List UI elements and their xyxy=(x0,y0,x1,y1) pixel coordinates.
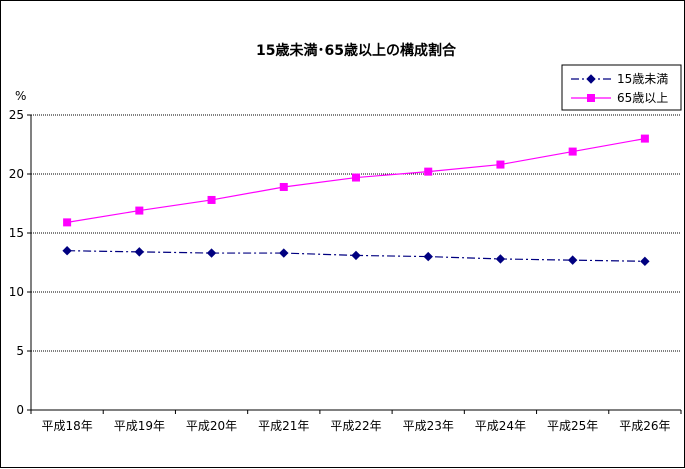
data-point-s1-5 xyxy=(424,167,433,176)
y-tick-label-10: 10 xyxy=(9,285,24,299)
x-tick-label-0: 平成18年 xyxy=(41,419,92,433)
x-tick-label-6: 平成24年 xyxy=(475,419,526,433)
y-tick-label-0: 0 xyxy=(16,403,24,417)
data-point-s1-2 xyxy=(207,195,216,204)
x-tick-label-2: 平成20年 xyxy=(186,419,237,433)
chart-title: 15歳未満･65歳以上の構成割合 xyxy=(256,42,457,59)
data-point-s1-8 xyxy=(640,134,649,143)
y-tick-label-20: 20 xyxy=(9,167,24,181)
data-point-s1-0 xyxy=(63,218,72,227)
legend-label-1: 65歳以上 xyxy=(617,91,668,105)
axes xyxy=(27,114,682,414)
x-tick-label-5: 平成23年 xyxy=(403,419,454,433)
data-point-s0-1 xyxy=(134,247,145,257)
legend-box xyxy=(561,64,682,111)
legend-marker-1 xyxy=(587,94,595,102)
data-point-s1-4 xyxy=(352,173,360,182)
x-tick-label-3: 平成21年 xyxy=(258,419,309,433)
y-tick-labels: 0 5 10 15 20 25 xyxy=(9,108,24,417)
data-point-s0-5 xyxy=(423,251,433,262)
data-point-s0-4 xyxy=(351,250,361,261)
data-point-s1-7 xyxy=(568,147,577,156)
data-point-s0-2 xyxy=(206,248,217,258)
data-point-s0-6 xyxy=(495,254,506,264)
data-point-s0-7 xyxy=(567,255,578,265)
y-tick-label-15: 15 xyxy=(9,226,24,240)
x-tick-labels: 平成18年 平成19年 平成20年 平成21年 平成22年 平成23年 平成24年 平成25年… xyxy=(41,419,670,433)
x-tick-label-8: 平成26年 xyxy=(619,419,670,433)
y-axis-unit: % xyxy=(15,89,26,103)
x-tick-label-7: 平成25年 xyxy=(547,419,598,433)
data-point-s0-3 xyxy=(279,248,289,258)
data-point-s1-3 xyxy=(279,182,288,191)
data-point-s1-6 xyxy=(496,160,505,169)
gridlines xyxy=(31,114,681,352)
y-tick-label-25: 25 xyxy=(9,108,24,122)
y-tick-label-5: 5 xyxy=(16,344,24,358)
series-group xyxy=(62,134,650,267)
data-point-s0-0 xyxy=(62,245,72,256)
data-point-s1-1 xyxy=(135,206,144,215)
x-tick-label-1: 平成19年 xyxy=(114,419,165,433)
legend: 15歳未満 65歳以上 xyxy=(561,64,682,111)
legend-label-0: 15歳未満 xyxy=(617,72,668,86)
x-tick-label-4: 平成22年 xyxy=(330,419,381,433)
legend-marker-0 xyxy=(586,74,596,84)
data-point-s0-8 xyxy=(640,256,650,267)
